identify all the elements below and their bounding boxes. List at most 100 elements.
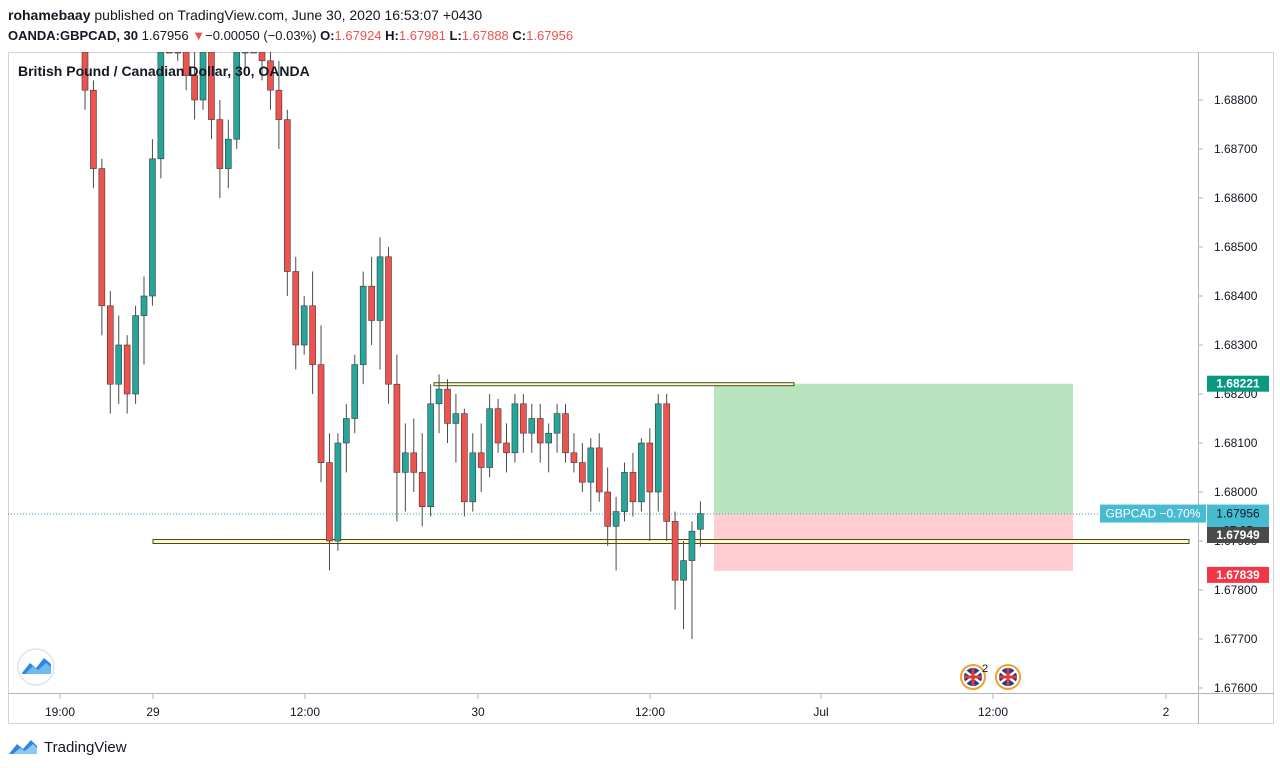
candle[interactable] <box>536 403 544 463</box>
candle[interactable] <box>697 501 704 547</box>
candles-group[interactable] <box>81 41 704 639</box>
candle[interactable] <box>511 394 519 463</box>
candle[interactable] <box>267 52 274 110</box>
candle[interactable] <box>258 51 266 81</box>
candle[interactable] <box>688 521 696 639</box>
candle[interactable] <box>452 394 460 463</box>
candle-body-up <box>149 158 156 297</box>
candle[interactable] <box>343 403 350 473</box>
candle[interactable] <box>646 428 654 541</box>
candle-body-up <box>621 472 628 512</box>
candle[interactable] <box>233 51 241 149</box>
candle[interactable] <box>410 418 418 493</box>
entry-price-text: 1.67949 <box>1216 528 1260 542</box>
candle[interactable] <box>300 296 308 355</box>
economic-events[interactable]: 2 <box>960 663 1021 690</box>
candle[interactable] <box>81 51 89 110</box>
resistance-line[interactable] <box>433 382 795 387</box>
symbol-label[interactable]: OANDA:GBPCAD, 30 <box>8 28 139 43</box>
candle[interactable] <box>106 291 114 414</box>
candle[interactable] <box>553 403 561 453</box>
candle[interactable] <box>326 433 333 571</box>
candle[interactable] <box>663 394 670 541</box>
candle[interactable] <box>587 438 595 512</box>
candle[interactable] <box>334 433 342 551</box>
time-axis[interactable]: 19:00 29 12:00 30 12:00 Jul 12:00 2 <box>45 694 1170 719</box>
candle[interactable] <box>520 394 527 453</box>
profit-zone[interactable] <box>714 383 1073 514</box>
candle[interactable] <box>132 305 139 404</box>
uk-flag-icon[interactable] <box>960 664 986 690</box>
candle-body-down <box>267 60 274 91</box>
candle[interactable] <box>621 462 628 522</box>
candle[interactable] <box>680 541 687 630</box>
candle[interactable] <box>435 374 443 434</box>
candle[interactable] <box>494 398 502 453</box>
candle[interactable] <box>629 452 637 517</box>
candle[interactable] <box>149 139 156 306</box>
candle[interactable] <box>570 433 578 473</box>
candle[interactable] <box>275 60 283 149</box>
candle[interactable] <box>376 237 384 370</box>
candle[interactable] <box>225 119 232 189</box>
chart-area[interactable]: 1.68800 1.68700 1.68600 1.68500 1.68400 1.683… <box>8 41 1274 724</box>
candle[interactable] <box>174 51 182 61</box>
candle[interactable] <box>477 423 485 492</box>
candle[interactable] <box>486 394 493 478</box>
candle[interactable] <box>90 80 97 189</box>
candle[interactable] <box>208 51 215 140</box>
candle[interactable] <box>671 511 679 610</box>
candle[interactable] <box>182 51 190 91</box>
candle-body-up <box>402 452 409 473</box>
candle[interactable] <box>638 438 645 512</box>
candle[interactable] <box>309 271 316 395</box>
candle[interactable] <box>250 41 257 54</box>
candle[interactable] <box>191 52 198 120</box>
candle[interactable] <box>98 158 106 336</box>
candle[interactable] <box>140 276 148 365</box>
candle[interactable] <box>418 433 426 527</box>
candle[interactable] <box>562 403 569 463</box>
candle[interactable] <box>427 384 434 517</box>
candle[interactable] <box>612 496 620 571</box>
low-label: L: <box>449 28 462 43</box>
candle[interactable] <box>351 354 359 434</box>
candle[interactable] <box>115 315 123 404</box>
candle[interactable] <box>595 433 603 502</box>
candle[interactable] <box>503 423 510 473</box>
candle[interactable] <box>292 256 300 370</box>
candle[interactable] <box>545 423 552 473</box>
candle[interactable] <box>528 403 536 453</box>
candle[interactable] <box>444 379 451 443</box>
tradingview-corner-logo[interactable] <box>17 648 55 686</box>
author-name[interactable]: rohamebaay <box>8 7 91 23</box>
candle[interactable] <box>402 423 409 512</box>
candle[interactable] <box>157 51 165 179</box>
footer-brand[interactable]: TradingView <box>44 738 127 756</box>
candle[interactable] <box>393 354 401 522</box>
candle[interactable] <box>241 51 249 71</box>
candle[interactable] <box>604 467 611 546</box>
candle[interactable] <box>368 256 375 345</box>
candle[interactable] <box>461 408 468 517</box>
candle[interactable] <box>359 271 367 385</box>
candle-body-up <box>511 403 519 454</box>
candle[interactable] <box>654 394 662 512</box>
candle[interactable] <box>284 109 291 296</box>
candle-body-down <box>604 491 611 527</box>
candle[interactable] <box>469 433 477 512</box>
candle[interactable] <box>317 325 325 483</box>
candle[interactable] <box>579 443 586 492</box>
chart-canvas[interactable]: 1.68800 1.68700 1.68600 1.68500 1.68400 1.683… <box>8 41 1274 724</box>
candle[interactable] <box>385 247 392 404</box>
time-axis-label: 12:00 <box>290 705 320 719</box>
candle[interactable] <box>123 335 131 414</box>
candle[interactable] <box>216 100 224 198</box>
uk-flag-icon[interactable] <box>995 664 1021 690</box>
time-axis-label: 30 <box>471 705 485 719</box>
tradingview-logo-icon[interactable] <box>8 738 38 756</box>
footer[interactable]: TradingView <box>8 736 127 758</box>
candle[interactable] <box>166 51 173 54</box>
support-line[interactable] <box>152 539 1190 544</box>
candle[interactable] <box>199 51 207 110</box>
